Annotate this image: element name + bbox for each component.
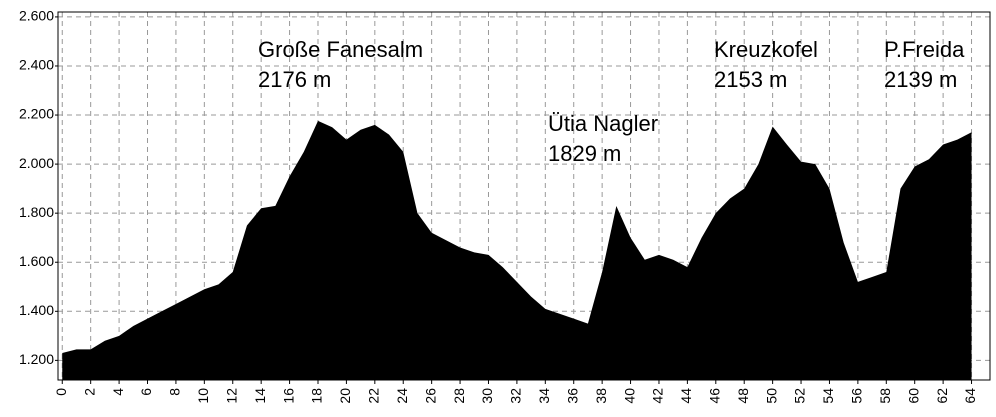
y-tick-label: 2.400 [19,57,54,73]
annotation: P.Freida [884,37,965,62]
x-tick-label: 48 [735,388,751,404]
annotation: 1829 m [548,141,621,166]
x-tick-label: 52 [792,388,808,404]
annotation: 2176 m [258,67,331,92]
y-tick-label: 1.200 [19,351,54,367]
annotation: 2139 m [884,67,957,92]
y-tick-label: 1.400 [19,302,54,318]
x-tick-label: 22 [366,388,382,404]
x-tick-label: 64 [962,388,978,404]
y-tick-label: 1.600 [19,253,54,269]
y-tick-label: 2.000 [19,155,54,171]
x-tick-label: 12 [223,388,239,404]
annotation: Große Fanesalm [258,37,423,62]
x-tick-label: 6 [138,388,154,396]
x-tick-label: 58 [877,388,893,404]
x-tick-label: 34 [536,388,552,404]
x-tick-label: 32 [508,388,524,404]
x-tick-label: 28 [451,388,467,404]
x-tick-label: 24 [394,388,410,404]
x-tick-label: 2 [81,388,97,396]
x-tick-label: 60 [905,388,921,404]
x-tick-label: 8 [167,388,183,396]
x-tick-label: 14 [252,388,268,404]
x-tick-label: 18 [309,388,325,404]
x-tick-label: 20 [337,388,353,404]
x-tick-label: 30 [479,388,495,404]
x-tick-label: 40 [621,388,637,404]
x-tick-label: 38 [593,388,609,404]
x-tick-label: 56 [849,388,865,404]
x-tick-label: 16 [280,388,296,404]
x-tick-label: 44 [678,388,694,404]
x-tick-label: 50 [763,388,779,404]
x-tick-label: 62 [934,388,950,404]
x-tick-label: 42 [650,388,666,404]
x-tick-label: 10 [195,388,211,404]
x-tick-label: 4 [110,388,126,396]
annotation: 2153 m [714,67,787,92]
x-tick-label: 0 [53,388,69,396]
elevation-area [62,120,972,380]
annotation: Kreuzkofel [714,37,818,62]
annotation: Ütia Nagler [548,111,658,136]
x-tick-label: 46 [707,388,723,404]
y-tick-label: 2.200 [19,106,54,122]
y-tick-label: 2.600 [19,8,54,24]
x-tick-label: 26 [422,388,438,404]
plot-frame [57,11,991,381]
x-tick-label: 54 [820,388,836,404]
x-tick-label: 36 [564,388,580,404]
y-tick-label: 1.800 [19,204,54,220]
annotations: Große Fanesalm 2176 m Ütia Nagler 1829 m… [258,37,965,166]
